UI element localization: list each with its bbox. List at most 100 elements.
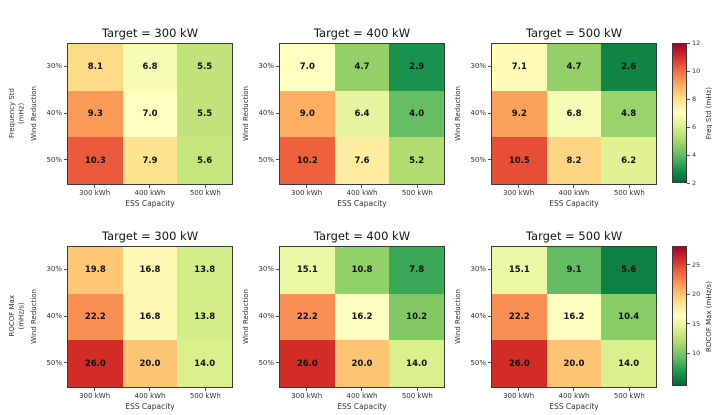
colorbar-label: Freq Std (mHz) xyxy=(705,43,712,183)
colorbar-label-text: ROCOF Max (mHz/s) xyxy=(705,280,712,352)
x-tick: 400 kWh xyxy=(546,185,601,198)
x-tick-label: 500 kWh xyxy=(401,392,433,400)
x-tick: 400 kWh xyxy=(334,388,389,401)
colorbar-tick-mark-icon xyxy=(687,264,690,266)
x-tick-mark-icon xyxy=(628,185,630,188)
x-tick: 400 kWh xyxy=(122,388,177,401)
colorbar-tick-label: 25 xyxy=(692,260,701,269)
y-tick-label: 50% xyxy=(46,358,62,367)
y-tick-mark-icon xyxy=(488,159,491,161)
y-tick-labels: 30% 40% 50% xyxy=(253,246,279,386)
heatmap-cell: 14.0 xyxy=(601,340,656,387)
y-tick-label: 30% xyxy=(258,265,274,274)
heatmap-grid: 15.1 9.1 5.6 22.2 16.2 10.4 26.0 20.0 14.0 xyxy=(491,246,657,388)
y-axis-label-text: Wind Reduction xyxy=(241,288,250,344)
heatmap-grid: 7.1 4.7 2.6 9.2 6.8 4.8 10.5 8.2 6.2 xyxy=(491,43,657,185)
y-tick: 30% xyxy=(465,43,491,90)
figure-row: ROCOF Max (mHz/s) Wind Reduction 30% 40% 5… xyxy=(6,229,712,411)
colorbar-ticks: 25 20 15 10 xyxy=(687,246,705,386)
x-axis-label: ESS Capacity xyxy=(125,199,175,208)
heatmap-cell: 7.8 xyxy=(389,247,444,294)
y-tick-label: 40% xyxy=(470,109,486,117)
x-tick-label: 300 kWh xyxy=(291,392,323,400)
y-axis-label-text: Wind Reduction xyxy=(453,288,462,344)
heatmap-cell: 15.1 xyxy=(492,247,547,294)
heatmap-cell: 4.7 xyxy=(334,44,390,91)
y-tick-mark-icon xyxy=(276,159,279,161)
heatmap-cell: 19.8 xyxy=(68,247,123,294)
x-tick-label: 500 kWh xyxy=(189,189,221,197)
y-tick: 50% xyxy=(465,136,491,183)
heatmap-cell: 16.2 xyxy=(334,293,390,341)
x-tick-mark-icon xyxy=(361,185,363,188)
y-tick: 30% xyxy=(253,43,279,90)
x-axis-label: ESS Capacity xyxy=(549,199,599,208)
y-axis-metric-label: Frequency Std (mHz) xyxy=(6,43,28,183)
colorbar-tick-mark-icon xyxy=(687,126,690,128)
panel-main: Target = 500 kW 7.1 4.7 2.6 9.2 6.8 4.8 10.5 8.… xyxy=(491,26,657,208)
colorbar-tick-mark-icon xyxy=(687,293,690,295)
x-tick-mark-icon xyxy=(518,388,520,391)
panel-title: Target = 400 kW xyxy=(313,26,411,40)
heatmap-cell: 7.6 xyxy=(334,137,390,184)
colorbar-tick: 15 xyxy=(687,320,700,328)
y-tick-mark-icon xyxy=(488,315,491,317)
heatmap-cell: 16.8 xyxy=(122,293,178,341)
y-tick-labels: 30% 40% 50% xyxy=(253,43,279,183)
y-tick: 50% xyxy=(253,339,279,386)
y-axis-label: Wind Reduction xyxy=(240,43,253,183)
x-tick-mark-icon xyxy=(573,388,575,391)
heatmap-cell: 14.0 xyxy=(177,340,232,387)
y-tick-labels: 30% 40% 50% xyxy=(465,43,491,183)
y-tick: 30% xyxy=(41,246,67,293)
heatmap-cell: 5.5 xyxy=(177,44,232,91)
y-axis-metric-label: ROCOF Max (mHz/s) xyxy=(6,246,28,386)
heatmap-cell: 15.1 xyxy=(280,247,335,294)
y-tick: 40% xyxy=(253,293,279,340)
panel-main: Target = 300 kW 19.8 16.8 13.8 22.2 16.8 13.8… xyxy=(67,229,233,411)
colorbar-gradient xyxy=(672,43,687,183)
y-tick-labels: 30% 40% 50% xyxy=(465,246,491,386)
y-axis-metric-label-text: ROCOF Max (mHz/s) xyxy=(7,295,25,337)
x-tick-label: 400 kWh xyxy=(346,189,378,197)
y-tick-label: 30% xyxy=(470,62,486,71)
heatmap-grid: 19.8 16.8 13.8 22.2 16.8 13.8 26.0 20.0 14.0 xyxy=(67,246,233,388)
heatmap-panel: ROCOF Max (mHz/s) Wind Reduction 30% 40% 5… xyxy=(6,229,233,411)
x-tick-label: 500 kWh xyxy=(613,392,645,400)
heatmap-cell: 7.9 xyxy=(122,137,178,184)
x-tick: 500 kWh xyxy=(178,185,233,198)
x-tick: 400 kWh xyxy=(546,388,601,401)
y-tick: 30% xyxy=(41,43,67,90)
x-tick: 500 kWh xyxy=(390,185,445,198)
panel-main: Target = 400 kW 7.0 4.7 2.9 9.0 6.4 4.0 10.2 7.… xyxy=(279,26,445,208)
y-tick-label: 50% xyxy=(470,155,486,164)
heatmap-panel: Wind Reduction 30% 40% 50% Target = 500 kW… xyxy=(452,26,657,208)
heatmap-panel: Wind Reduction 30% 40% 50% Target = 500 kW… xyxy=(452,229,657,411)
y-tick: 40% xyxy=(253,90,279,137)
x-tick-mark-icon xyxy=(204,388,206,391)
y-tick-label: 40% xyxy=(258,109,274,117)
x-tick-mark-icon xyxy=(306,185,308,188)
colorbar-tick-mark-icon xyxy=(687,154,690,156)
x-tick-label: 400 kWh xyxy=(134,392,166,400)
y-tick-label: 40% xyxy=(470,312,486,320)
heatmap-cell: 22.2 xyxy=(68,293,123,341)
y-tick-mark-icon xyxy=(64,65,67,67)
y-axis-label-text: Wind Reduction xyxy=(29,85,38,141)
y-tick-labels: 30% 40% 50% xyxy=(41,43,67,183)
panel-main: Target = 400 kW 15.1 10.8 7.8 22.2 16.2 10.2 2… xyxy=(279,229,445,411)
x-tick-mark-icon xyxy=(518,185,520,188)
x-tick-label: 500 kWh xyxy=(189,392,221,400)
x-tick-label: 300 kWh xyxy=(79,392,111,400)
y-tick: 40% xyxy=(465,293,491,340)
x-tick-mark-icon xyxy=(573,185,575,188)
colorbar-tick: 2 xyxy=(687,179,696,187)
x-tick: 300 kWh xyxy=(67,185,122,198)
colorbar-tick-label: 2 xyxy=(692,179,697,187)
heatmap-cell: 10.4 xyxy=(601,293,656,341)
heatmap-cell: 9.3 xyxy=(68,90,123,138)
heatmap-cell: 6.4 xyxy=(334,90,390,138)
colorbar-tick-mark-icon xyxy=(687,323,690,325)
colorbar-tick: 4 xyxy=(687,151,696,159)
heatmap-cell: 6.8 xyxy=(546,90,602,138)
